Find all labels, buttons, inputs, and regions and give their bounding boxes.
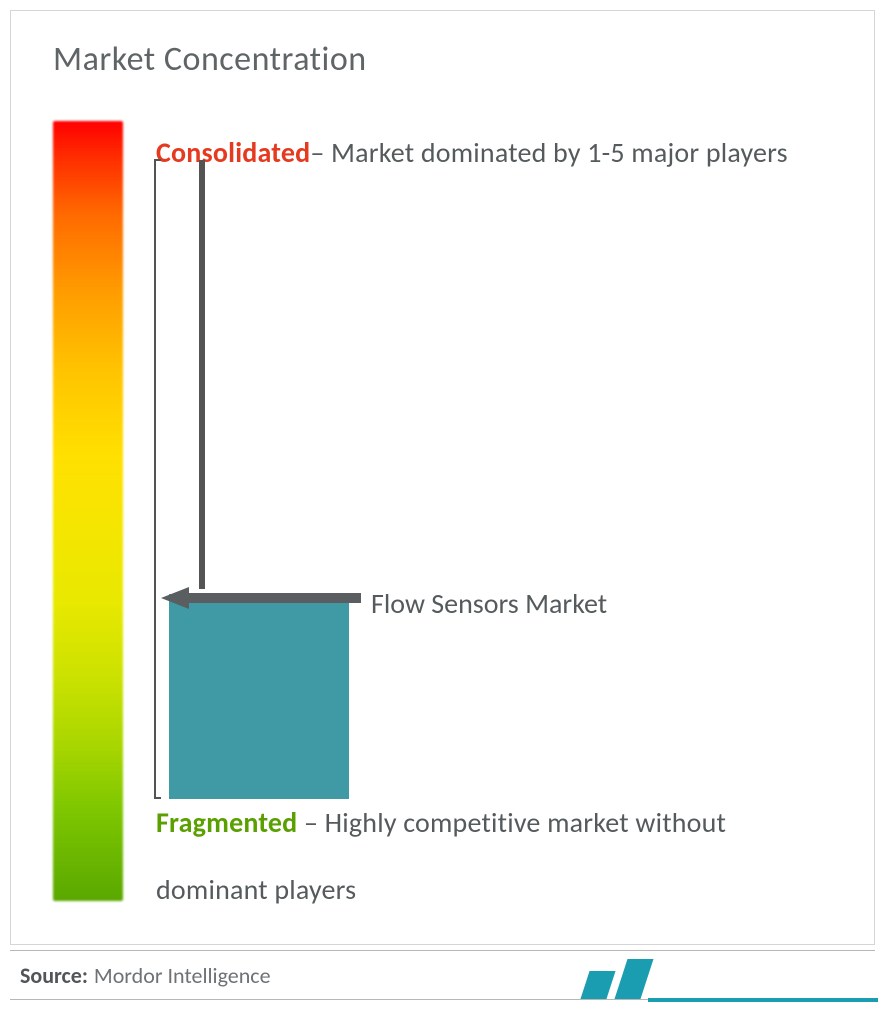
consolidated-caption: Consolidated– Market dominated by 1-5 ma… [156,119,844,186]
concentration-gradient-bar [53,121,123,901]
concentration-card: Market Concentration Consolidated– Marke… [10,10,875,945]
source-value: Mordor Intelligence [94,962,271,989]
brand-logo-icon [585,959,647,999]
fragmented-label: Fragmented [156,805,297,840]
marker-block [169,594,349,799]
marker-arrow [161,587,361,609]
marker-label: Flow Sensors Market [371,586,607,621]
brand-accent-line [648,998,878,1002]
consolidated-desc: – Market dominated by 1-5 major players [310,135,787,170]
source-row: Source: Mordor Intelligence [10,950,875,1000]
chart-title: Market Concentration [53,39,367,80]
consolidated-label: Consolidated [156,135,310,170]
fragmented-caption: Fragmented – Highly competitive market w… [156,789,844,923]
source-label: Source: [20,962,88,989]
